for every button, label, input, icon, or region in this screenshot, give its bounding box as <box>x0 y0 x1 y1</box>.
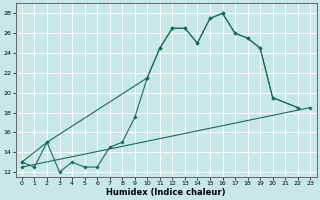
X-axis label: Humidex (Indice chaleur): Humidex (Indice chaleur) <box>106 188 226 197</box>
